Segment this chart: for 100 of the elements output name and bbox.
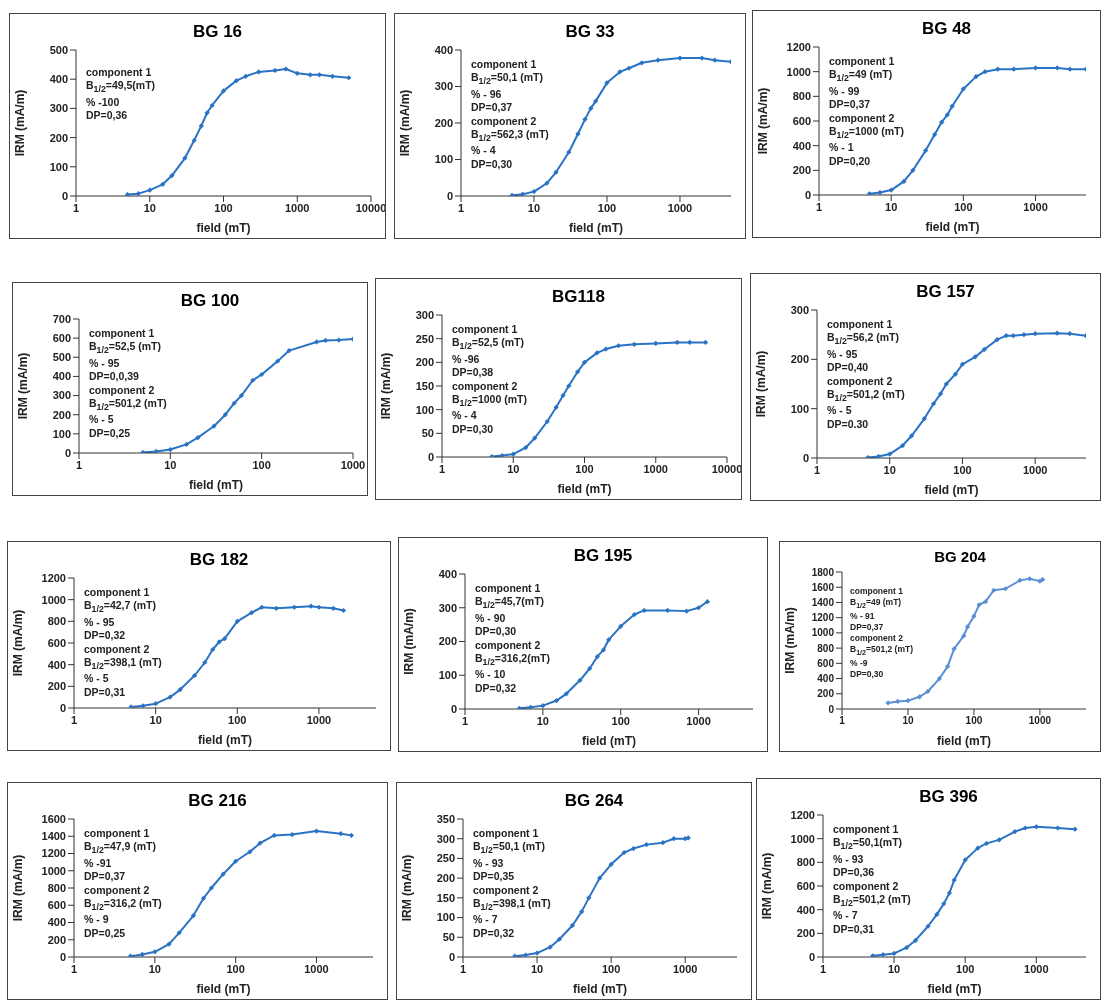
point bbox=[556, 936, 562, 942]
x-tick-label: 1 bbox=[459, 962, 467, 975]
y-tick-label: 300 bbox=[49, 102, 68, 115]
annotation: % - 96 bbox=[471, 87, 503, 102]
annotation: DP=0,32 bbox=[475, 681, 518, 696]
annotation: component 2 bbox=[850, 633, 904, 645]
y-tick-label: 500 bbox=[52, 351, 71, 364]
y-tick-label: 200 bbox=[792, 164, 811, 177]
annotation: B$_{1/2}$=1000 (mT) bbox=[452, 393, 527, 410]
x-axis-title: field (mT) bbox=[196, 221, 251, 235]
y-axis-title: IRM (mA/m) bbox=[760, 852, 775, 920]
y-tick-label: 200 bbox=[47, 933, 66, 946]
y-tick-label: 800 bbox=[792, 90, 811, 103]
annotation: DP=0,30 bbox=[471, 157, 514, 172]
annotation: B$_{1/2}$=398,1 (mT) bbox=[84, 656, 162, 673]
annotation: DP=0,25 bbox=[84, 926, 127, 941]
x-axis-title: field (mT) bbox=[196, 982, 251, 996]
x-axis-title: field (mT) bbox=[557, 482, 612, 496]
chart-title: BG 33 bbox=[564, 22, 616, 42]
y-axis-title: IRM (mA/m) bbox=[398, 89, 413, 157]
y-tick-label: 200 bbox=[52, 408, 71, 421]
annotation: component 1 bbox=[471, 58, 538, 72]
y-tick-label: 500 bbox=[49, 43, 68, 56]
x-tick-label: 100 bbox=[953, 463, 972, 476]
y-axis-title: IRM (mA/m) bbox=[754, 350, 769, 418]
y-axis-title: IRM (mA/m) bbox=[379, 352, 394, 420]
annotation: DP=0,37 bbox=[829, 98, 872, 112]
y-tick-label: 400 bbox=[52, 370, 71, 383]
annotation: DP=0,20 bbox=[829, 154, 872, 169]
annotation: B$_{1/2}$=52,5 (mT) bbox=[89, 340, 162, 357]
y-tick-label: 300 bbox=[438, 601, 457, 614]
x-axis-title: field (mT) bbox=[573, 982, 627, 996]
chart-title: BG 204 bbox=[933, 548, 987, 565]
annotation: % - 5 bbox=[89, 413, 115, 427]
annotation: DP=0,37 bbox=[471, 101, 514, 115]
annotation: B$_{1/2}$=316,2(mT) bbox=[475, 652, 550, 669]
y-tick-label: 0 bbox=[427, 450, 434, 463]
y-tick-label: 100 bbox=[790, 402, 809, 415]
x-tick-label: 10 bbox=[536, 714, 549, 727]
x-tick-label: 1 bbox=[839, 715, 846, 727]
y-tick-label: 0 bbox=[450, 702, 457, 715]
annotation: B$_{1/2}$=45,7(mT) bbox=[475, 595, 546, 612]
annotation: B$_{1/2}$=56,2 (mT) bbox=[827, 331, 900, 348]
y-tick-label: 300 bbox=[434, 80, 453, 93]
y-tick-label: 100 bbox=[415, 403, 434, 416]
point bbox=[523, 952, 529, 957]
point bbox=[512, 953, 518, 957]
annotation: B$_{1/2}$=50,1(mT) bbox=[833, 836, 904, 853]
y-tick-label: 250 bbox=[436, 852, 455, 865]
x-axis-title: field (mT) bbox=[189, 478, 243, 492]
y-tick-label: 200 bbox=[415, 356, 434, 369]
annotation: B$_{1/2}$=501,2 (mT) bbox=[833, 893, 911, 910]
y-axis-title: IRM (mA/m) bbox=[13, 89, 28, 157]
y-tick-label: 0 bbox=[802, 451, 809, 464]
annotation: component 2 bbox=[833, 879, 900, 894]
y-tick-label: 400 bbox=[438, 567, 457, 580]
annotation: component 2 bbox=[452, 379, 519, 394]
y-tick-label: 50 bbox=[421, 427, 434, 440]
point bbox=[579, 909, 585, 915]
x-tick-label: 100 bbox=[965, 715, 983, 727]
y-tick-label: 100 bbox=[49, 160, 68, 173]
y-tick-label: 200 bbox=[434, 116, 453, 129]
y-axis-title: IRM (mA/m) bbox=[16, 352, 31, 420]
annotation: % - 93 bbox=[473, 856, 505, 871]
y-tick-label: 200 bbox=[49, 131, 68, 144]
x-axis-title: field (mT) bbox=[937, 734, 991, 748]
y-tick-label: 200 bbox=[436, 872, 455, 885]
y-axis-title: IRM (mA/m) bbox=[402, 608, 417, 675]
y-tick-label: 0 bbox=[804, 188, 811, 201]
x-tick-label: 10 bbox=[143, 201, 156, 214]
x-tick-label: 10 bbox=[885, 200, 898, 213]
x-tick-label: 10000 bbox=[711, 462, 743, 475]
y-tick-label: 250 bbox=[415, 332, 434, 345]
y-tick-label: 200 bbox=[817, 688, 835, 700]
x-tick-label: 10 bbox=[149, 713, 162, 726]
annotation: B$_{1/2}$=316,2 (mT) bbox=[84, 897, 162, 914]
x-tick-label: 10000 bbox=[355, 201, 387, 214]
annotation: B$_{1/2}$=49,5(mT) bbox=[86, 79, 156, 96]
x-tick-label: 1000 bbox=[686, 714, 711, 727]
x-tick-label: 100 bbox=[954, 200, 973, 213]
x-tick-label: 10 bbox=[883, 463, 896, 476]
point bbox=[630, 845, 637, 852]
annotation: DP=0,40 bbox=[827, 361, 870, 375]
x-tick-label: 1000 bbox=[643, 462, 668, 475]
x-tick-label: 100 bbox=[252, 458, 271, 471]
annotation: DP=0,30 bbox=[850, 668, 885, 681]
annotation: B$_{1/2}$=49 (mT) bbox=[829, 68, 894, 85]
annotation: DP=0,38 bbox=[452, 366, 495, 380]
x-tick-label: 1 bbox=[815, 200, 823, 213]
annotation: % - 95 bbox=[89, 356, 121, 371]
x-axis-title: field (mT) bbox=[925, 220, 980, 234]
annotation: component 1 bbox=[89, 327, 156, 341]
annotation: B$_{1/2}$=398,1 (mT) bbox=[473, 897, 551, 914]
annotation: DP=0,25 bbox=[89, 426, 132, 441]
chart-title: BG118 bbox=[551, 287, 606, 307]
x-axis-title: field (mT) bbox=[924, 483, 979, 497]
annotation: component 2 bbox=[84, 883, 151, 898]
chart-title: BG 195 bbox=[572, 546, 634, 566]
annotation: B$_{1/2}$=50,1 (mT) bbox=[473, 840, 546, 857]
y-tick-label: 1000 bbox=[790, 832, 815, 845]
